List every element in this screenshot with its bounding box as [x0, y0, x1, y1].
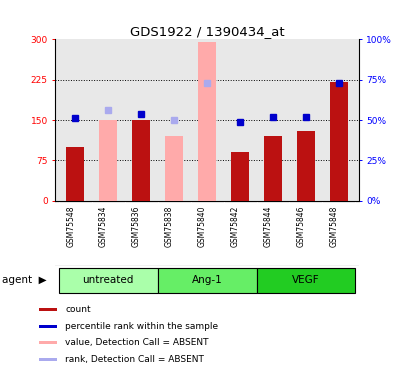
Text: GSM75838: GSM75838	[165, 206, 174, 247]
Text: value, Detection Call = ABSENT: value, Detection Call = ABSENT	[65, 338, 209, 347]
Text: GSM75834: GSM75834	[99, 206, 108, 248]
Bar	[39, 325, 57, 328]
Bar	[39, 341, 57, 344]
Bar	[39, 358, 57, 361]
Text: VEGF: VEGF	[292, 275, 319, 285]
Bar	[329, 82, 347, 201]
Bar	[99, 120, 117, 201]
Text: untreated: untreated	[82, 275, 133, 285]
Text: Ang-1: Ang-1	[191, 275, 222, 285]
Text: GSM75846: GSM75846	[296, 206, 305, 248]
Text: GSM75836: GSM75836	[132, 206, 141, 248]
Bar	[132, 120, 150, 201]
Bar	[66, 147, 84, 201]
Text: rank, Detection Call = ABSENT: rank, Detection Call = ABSENT	[65, 355, 204, 364]
FancyBboxPatch shape	[58, 268, 157, 293]
Text: GSM75840: GSM75840	[198, 206, 207, 248]
Bar	[198, 42, 216, 201]
Text: GSM75848: GSM75848	[329, 206, 338, 247]
Text: percentile rank within the sample: percentile rank within the sample	[65, 322, 218, 331]
Bar	[164, 136, 183, 201]
FancyBboxPatch shape	[157, 268, 256, 293]
Text: GSM75548: GSM75548	[66, 206, 75, 248]
Text: GSM75842: GSM75842	[230, 206, 239, 247]
Text: count: count	[65, 305, 91, 314]
Bar	[296, 131, 314, 201]
Bar	[263, 136, 281, 201]
Text: GSM75844: GSM75844	[263, 206, 272, 248]
Bar	[39, 308, 57, 311]
Title: GDS1922 / 1390434_at: GDS1922 / 1390434_at	[129, 25, 284, 38]
Bar	[230, 152, 249, 201]
Text: agent  ▶: agent ▶	[2, 275, 47, 285]
FancyBboxPatch shape	[256, 268, 355, 293]
